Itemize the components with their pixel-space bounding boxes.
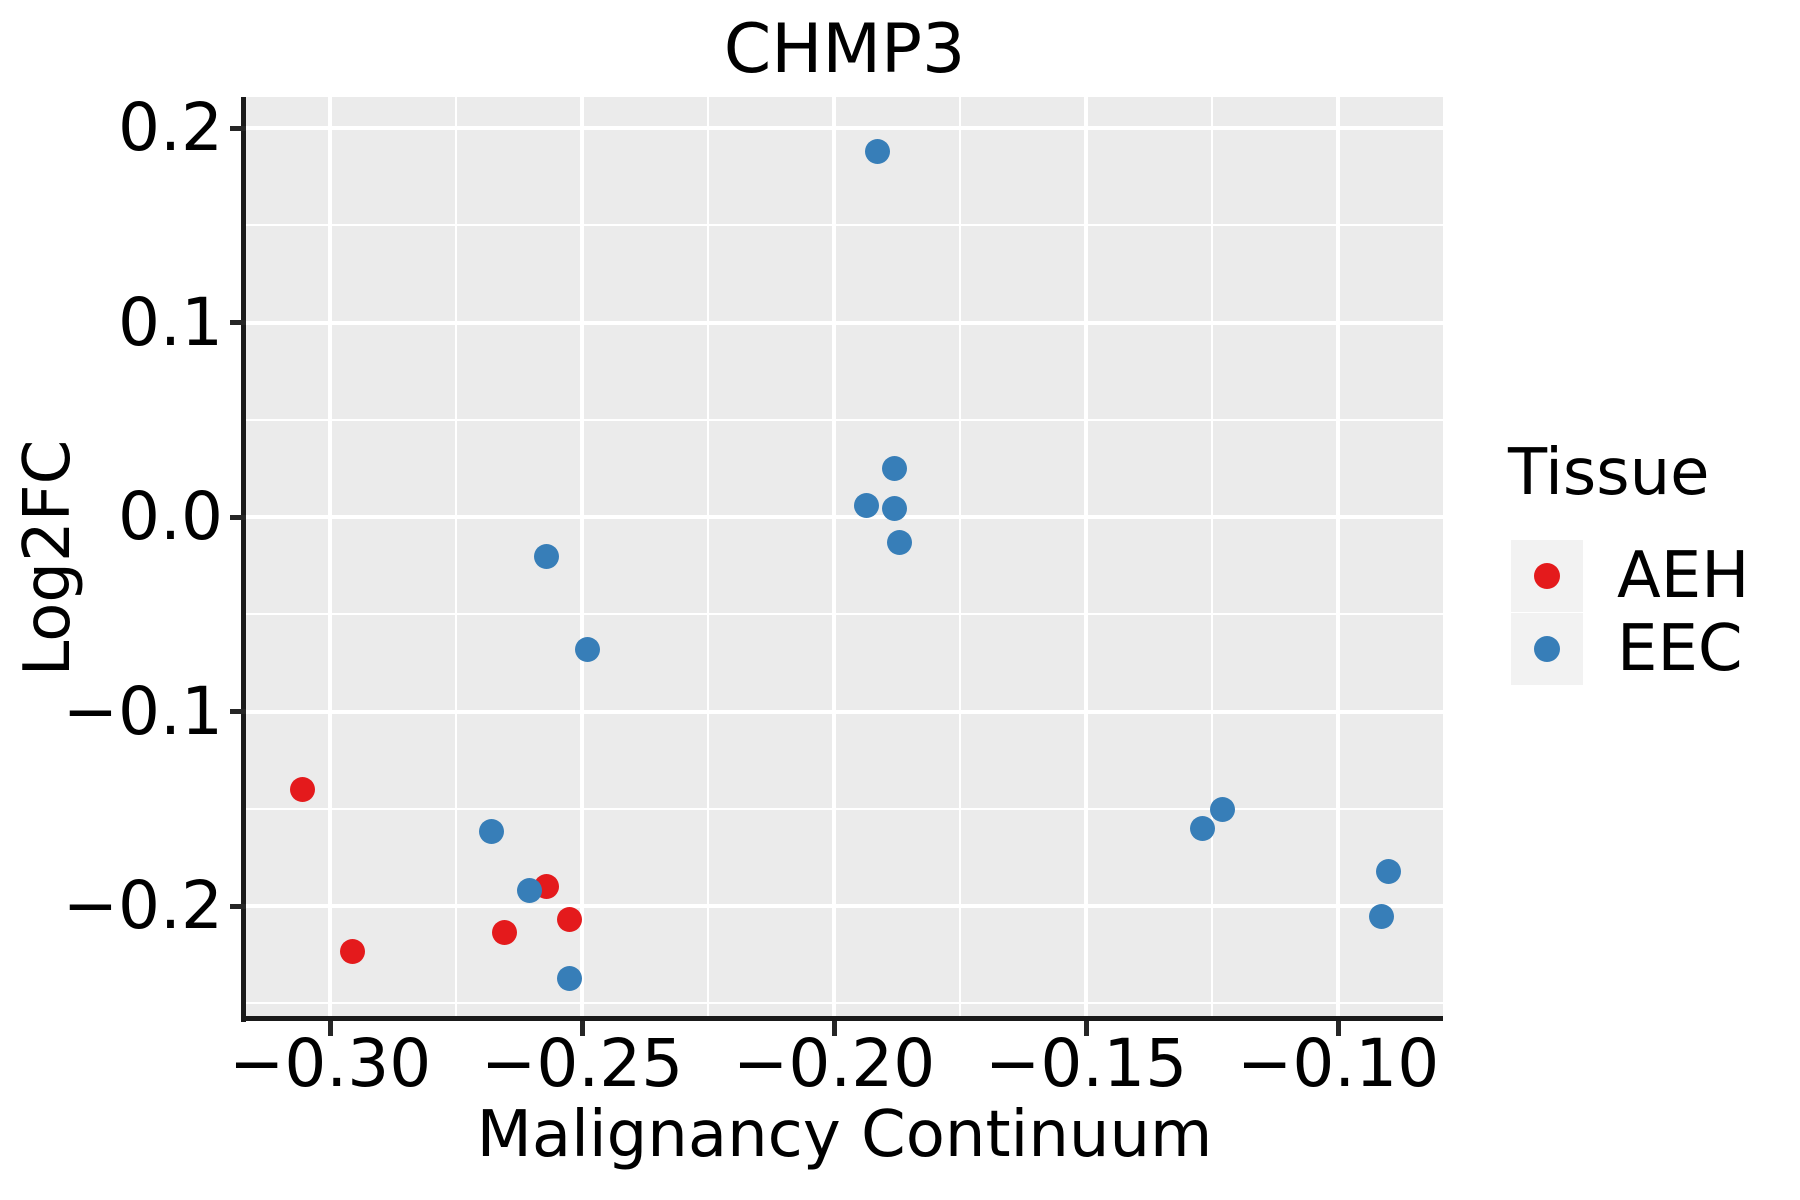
x-tick-label: −0.25	[481, 1025, 684, 1102]
y-tick-label: −0.1	[62, 672, 223, 750]
minor-gridline-x	[1211, 97, 1214, 1019]
y-tick-label: 0.0	[118, 478, 223, 556]
data-point-eec	[1209, 797, 1235, 823]
data-point-eec	[1189, 815, 1215, 841]
data-point-aeh	[289, 776, 315, 802]
x-tick-mark	[831, 1021, 837, 1036]
legend-label-aeh: AEH	[1617, 539, 1750, 613]
major-gridline-x	[832, 97, 837, 1019]
y-tick-label: 0.1	[118, 283, 223, 361]
plot-title: CHMP3	[723, 10, 966, 89]
legend-title: Tissue	[1508, 436, 1710, 510]
data-point-eec	[516, 877, 542, 903]
plot-panel	[246, 97, 1443, 1019]
x-tick-label: −0.20	[733, 1025, 936, 1102]
major-gridline-y	[246, 126, 1443, 131]
minor-gridline-y	[246, 807, 1443, 810]
data-point-eec	[882, 495, 908, 521]
x-tick-mark	[1083, 1021, 1089, 1036]
y-axis-title: Log2FC	[11, 439, 85, 677]
x-tick-label: −0.10	[1237, 1025, 1440, 1102]
data-point-eec	[1368, 904, 1394, 930]
y-tick-mark	[230, 709, 246, 715]
y-tick-mark	[230, 125, 246, 131]
major-gridline-x	[580, 97, 585, 1019]
data-point-eec	[864, 138, 890, 164]
y-axis-line	[241, 97, 246, 1022]
data-point-eec	[557, 966, 583, 992]
minor-gridline-y	[246, 418, 1443, 421]
data-point-aeh	[340, 939, 366, 965]
data-point-eec	[534, 544, 560, 570]
data-point-eec	[882, 455, 908, 481]
x-tick-mark	[327, 1021, 333, 1036]
legend-item-eec: EEC	[1508, 613, 1788, 686]
data-point-aeh	[557, 907, 583, 933]
major-gridline-x	[1084, 97, 1089, 1019]
data-point-eec	[574, 636, 600, 662]
eec-dot-icon	[1534, 636, 1560, 662]
minor-gridline-x	[707, 97, 710, 1019]
x-tick-mark	[579, 1021, 585, 1036]
x-axis-title: Malignancy Continuum	[476, 1098, 1213, 1172]
minor-gridline-x	[959, 97, 962, 1019]
x-tick-label: −0.15	[985, 1025, 1188, 1102]
data-point-eec	[478, 818, 504, 844]
x-tick-mark	[1335, 1021, 1341, 1036]
major-gridline-y	[246, 904, 1443, 908]
y-tick-mark	[230, 514, 246, 520]
data-point-eec	[1376, 859, 1402, 885]
data-point-aeh	[491, 919, 517, 945]
y-tick-label: −0.2	[62, 867, 223, 944]
minor-gridline-y	[246, 224, 1443, 227]
data-point-eec	[854, 492, 880, 518]
data-point-eec	[887, 529, 913, 555]
major-gridline-y	[246, 320, 1443, 325]
minor-gridline-x	[455, 97, 458, 1019]
x-axis-line	[241, 1016, 1443, 1021]
y-tick-label: 0.2	[118, 89, 223, 167]
minor-gridline-y	[246, 613, 1443, 616]
legend: Tissue AEH EEC	[1508, 440, 1788, 686]
minor-gridline-y	[246, 1002, 1443, 1005]
aeh-dot-icon	[1534, 563, 1560, 589]
y-tick-mark	[230, 320, 246, 326]
y-tick-mark	[230, 903, 246, 909]
major-gridline-y	[246, 709, 1443, 714]
x-tick-label: −0.30	[229, 1025, 432, 1102]
major-gridline-x	[328, 97, 333, 1019]
major-gridline-x	[1336, 97, 1341, 1019]
major-gridline-y	[246, 515, 1443, 520]
legend-label-eec: EEC	[1617, 612, 1743, 686]
legend-item-aeh: AEH	[1508, 540, 1788, 613]
